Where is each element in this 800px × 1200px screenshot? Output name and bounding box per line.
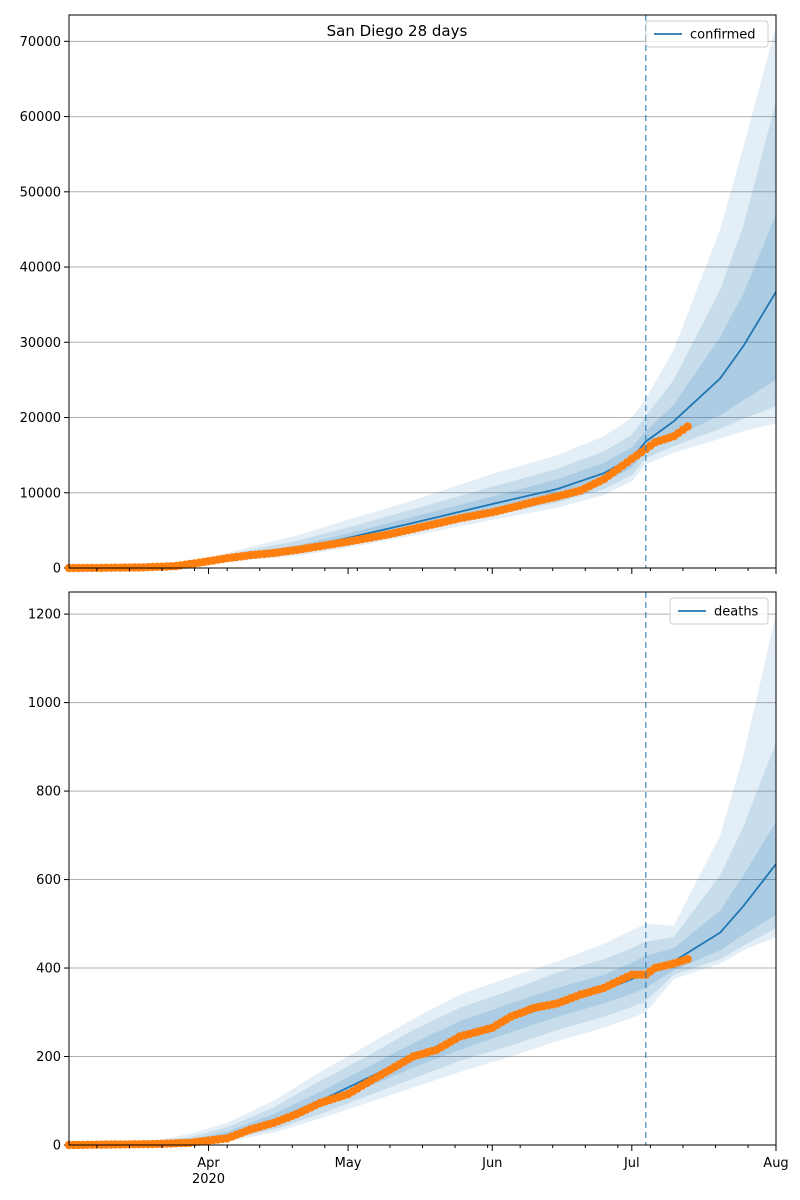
y-tick-label: 50000 (20, 185, 61, 200)
confidence-band-50 (69, 822, 776, 1145)
x-tick-label: Aug (763, 1156, 788, 1171)
y-tick-label: 30000 (20, 336, 61, 351)
legend-label: confirmed (690, 28, 756, 43)
y-tick-label: 10000 (20, 486, 61, 501)
confirmed-panel: 0 10000 20000 30000 40000 50000 60000 70000 conf… (20, 14, 777, 577)
x-tick-label: Jul (623, 1156, 640, 1171)
x-tick-sublabel: 2020 (192, 1172, 225, 1187)
y-tick-label: 70000 (20, 35, 61, 50)
legend-label: deaths (714, 605, 759, 620)
x-tick-label: May (335, 1156, 362, 1171)
y-tick-label: 200 (36, 1050, 61, 1065)
y-tick-label: 400 (36, 962, 61, 977)
observed-point (683, 955, 692, 964)
y-tick-label: 800 (36, 785, 61, 800)
y-tick-label: 1000 (28, 696, 61, 711)
y-tick-label: 1200 (28, 608, 61, 623)
y-tick-label: 40000 (20, 261, 61, 276)
y-tick-label: 0 (53, 562, 61, 577)
legend-box (669, 597, 769, 625)
chart-title: San Diego 28 days (327, 22, 468, 40)
axes-frame (68, 591, 777, 1146)
y-tick-label: 0 (53, 1139, 61, 1154)
x-tick-label: Apr (197, 1156, 220, 1171)
observed-point (683, 422, 692, 431)
x-tick-label: Jun (481, 1156, 502, 1171)
y-tick-label: 20000 (20, 411, 61, 426)
confidence-band-80 (69, 742, 776, 1145)
axes-frame (68, 14, 777, 569)
y-tick-label: 60000 (20, 110, 61, 125)
confidence-band-95 (69, 614, 776, 1145)
y-tick-label: 600 (36, 873, 61, 888)
legend-box (645, 20, 769, 48)
